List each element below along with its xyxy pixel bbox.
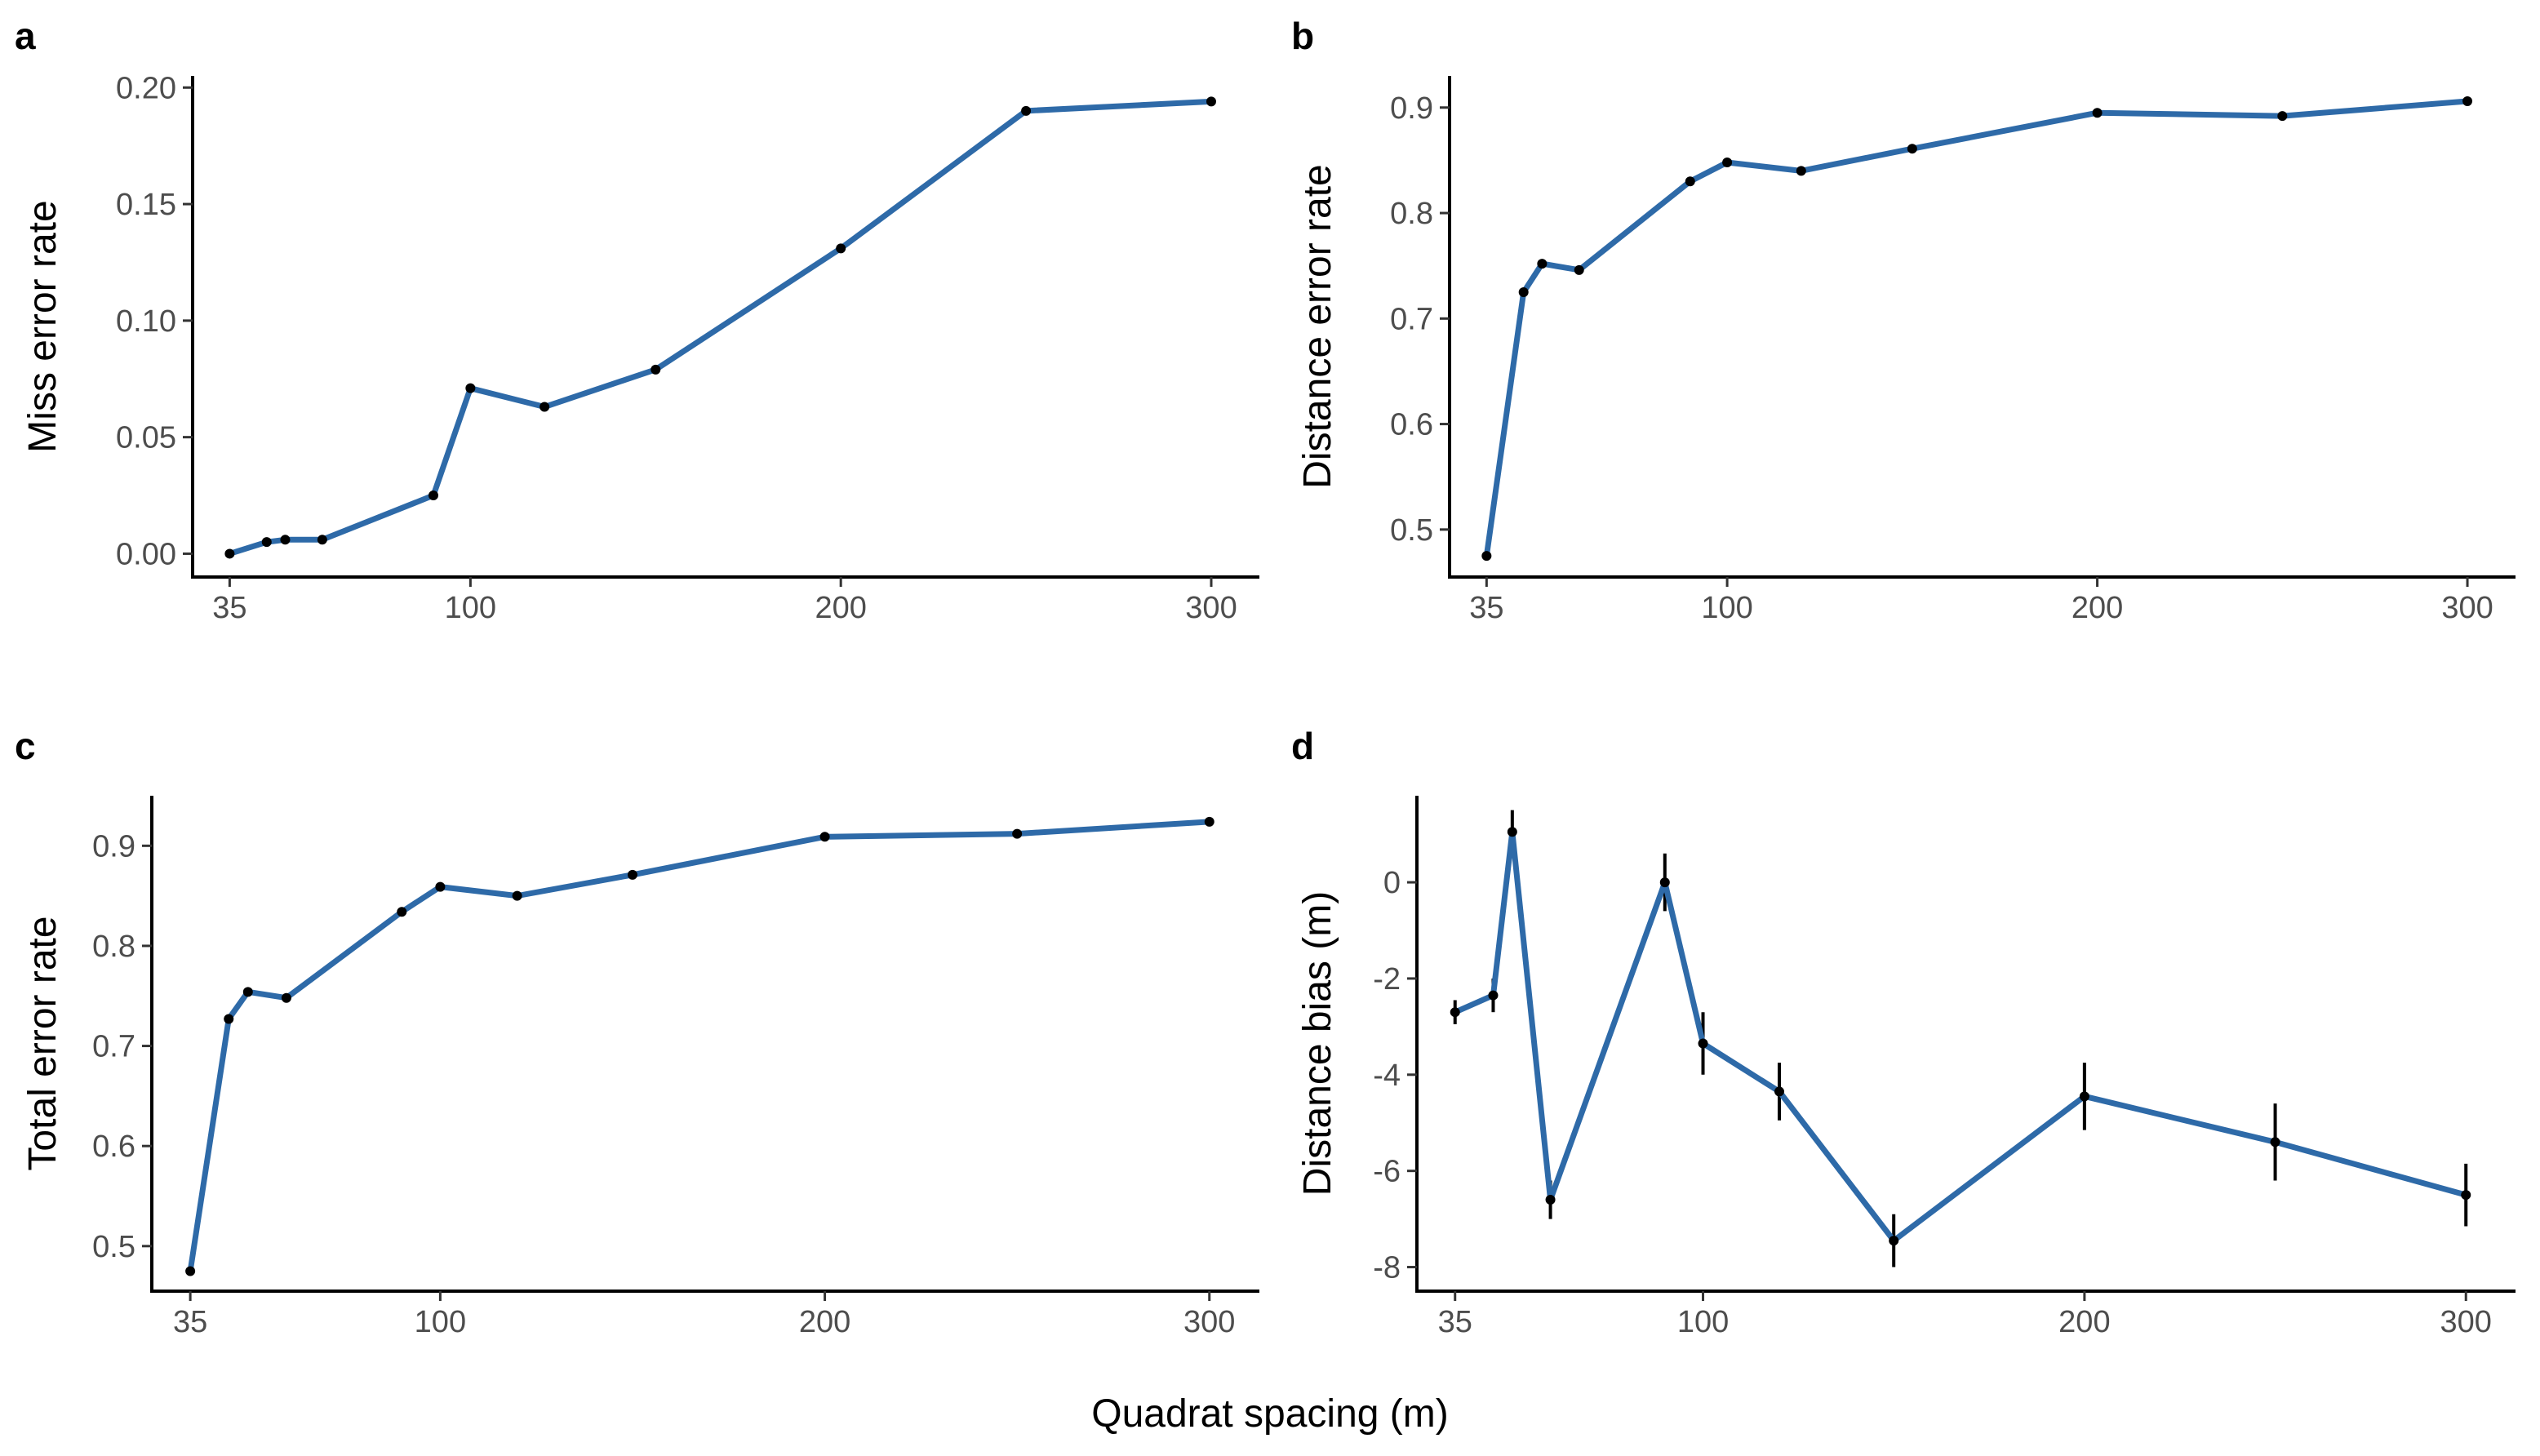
data-point bbox=[224, 548, 235, 559]
data-point bbox=[819, 832, 830, 842]
x-tick-label: 35 bbox=[1438, 1305, 1472, 1339]
series-line bbox=[187, 819, 1213, 1274]
y-tick-label: 0.5 bbox=[92, 1230, 135, 1264]
data-point bbox=[540, 402, 550, 412]
data-point bbox=[1889, 1236, 1899, 1246]
x-tick-label: 300 bbox=[1185, 591, 1237, 625]
x-tick-label: 100 bbox=[1701, 591, 1752, 625]
data-point bbox=[2079, 1091, 2089, 1102]
data-point bbox=[465, 383, 476, 393]
panel-letter-b: b bbox=[1291, 15, 1314, 57]
y-axis-title: Distance error rate bbox=[1296, 164, 1339, 488]
y-tick-label: 0.6 bbox=[92, 1130, 135, 1164]
data-point bbox=[1204, 816, 1214, 827]
x-tick-label: 35 bbox=[173, 1305, 207, 1339]
data-point bbox=[1685, 176, 1695, 187]
y-tick-label: 0.10 bbox=[116, 304, 176, 339]
x-tick-label: 200 bbox=[2072, 591, 2123, 625]
data-point bbox=[651, 364, 661, 375]
data-point bbox=[242, 987, 253, 997]
data-point bbox=[1722, 157, 1733, 167]
data-point bbox=[1507, 827, 1517, 837]
y-tick-label: 0.9 bbox=[92, 829, 135, 863]
data-point bbox=[1545, 1195, 1556, 1205]
data-point bbox=[428, 491, 438, 501]
y-axis-title: Total error rate bbox=[21, 916, 64, 1170]
panel-d: d -8 -6 -4 -2 0 35 100 200 300 Distance bias (m) bbox=[1291, 725, 2516, 1339]
x-tick-label: 200 bbox=[2058, 1305, 2110, 1339]
data-point bbox=[317, 535, 327, 545]
y-tick-label: -2 bbox=[1373, 962, 1401, 997]
y-axis-title: Miss error rate bbox=[21, 200, 64, 452]
y-tick-label: 0.7 bbox=[92, 1030, 135, 1064]
data-point bbox=[1012, 828, 1023, 839]
data-point bbox=[2461, 1190, 2471, 1201]
data-point bbox=[1206, 96, 1217, 107]
data-point bbox=[2462, 96, 2473, 107]
panel-a: a 0.00 0.05 0.10 0.15 0.20 35 100 200 300 Miss err… bbox=[15, 15, 1259, 625]
data-point bbox=[512, 890, 522, 901]
series-line bbox=[1452, 828, 2469, 1244]
data-point bbox=[1574, 264, 1584, 275]
y-tick-label: 0.5 bbox=[1390, 513, 1433, 548]
series-line bbox=[1483, 98, 2471, 559]
data-point bbox=[1481, 551, 1492, 562]
y-tick-label: 0.15 bbox=[116, 188, 176, 222]
x-tick-label: 300 bbox=[2440, 1305, 2492, 1339]
x-tick-label: 35 bbox=[212, 591, 246, 625]
data-point bbox=[1698, 1038, 1708, 1049]
y-axis-title: Distance bias (m) bbox=[1296, 891, 1339, 1196]
y-tick-label: 0.6 bbox=[1390, 408, 1433, 442]
y-tick-label: 0.7 bbox=[1390, 302, 1433, 336]
x-tick-label: 100 bbox=[1677, 1305, 1729, 1339]
data-point bbox=[224, 1014, 234, 1024]
x-tick-label: 100 bbox=[415, 1305, 466, 1339]
data-point bbox=[1450, 1007, 1460, 1018]
data-point bbox=[1907, 144, 1917, 154]
y-tick-label: -6 bbox=[1373, 1155, 1401, 1189]
data-point bbox=[836, 243, 846, 254]
data-point bbox=[1796, 166, 1806, 176]
data-point bbox=[2277, 111, 2288, 122]
x-tick-label: 200 bbox=[799, 1305, 850, 1339]
data-point bbox=[397, 907, 407, 917]
y-tick-label: 0.05 bbox=[116, 421, 176, 455]
series-line bbox=[226, 98, 1214, 557]
panel-letter-c: c bbox=[15, 725, 36, 767]
y-tick-label: 0.8 bbox=[92, 930, 135, 964]
data-point bbox=[1659, 877, 1670, 888]
data-point bbox=[1774, 1086, 1784, 1097]
data-point bbox=[1518, 286, 1529, 297]
y-tick-label: 0.20 bbox=[116, 71, 176, 105]
data-point bbox=[185, 1266, 196, 1276]
y-tick-label: 0.9 bbox=[1390, 91, 1433, 126]
data-point bbox=[1021, 105, 1032, 116]
x-tick-label: 300 bbox=[2441, 591, 2493, 625]
y-tick-label: 0 bbox=[1383, 866, 1401, 900]
data-point bbox=[1537, 259, 1548, 269]
panel-letter-a: a bbox=[15, 15, 36, 57]
data-point bbox=[435, 881, 446, 892]
x-tick-label: 100 bbox=[445, 591, 496, 625]
data-point bbox=[2270, 1137, 2280, 1147]
data-point bbox=[281, 992, 291, 1003]
data-point bbox=[280, 535, 291, 545]
data-point bbox=[627, 869, 637, 880]
shared-x-axis-title: Quadrat spacing (m) bbox=[1091, 1392, 1449, 1436]
y-tick-label: -4 bbox=[1373, 1059, 1401, 1093]
panel-b: b 0.5 0.6 0.7 0.8 0.9 35 100 200 300 Distance erro… bbox=[1291, 15, 2516, 625]
panel-c: c 0.5 0.6 0.7 0.8 0.9 35 100 200 300 Total error r… bbox=[15, 725, 1259, 1339]
data-point bbox=[261, 537, 272, 548]
y-tick-label: -8 bbox=[1373, 1251, 1401, 1285]
x-tick-label: 200 bbox=[815, 591, 866, 625]
data-point bbox=[2092, 108, 2103, 118]
y-tick-label: 0.00 bbox=[116, 537, 176, 571]
x-tick-label: 300 bbox=[1183, 1305, 1235, 1339]
panel-letter-d: d bbox=[1291, 725, 1314, 767]
y-tick-label: 0.8 bbox=[1390, 197, 1433, 231]
data-point bbox=[1488, 990, 1499, 1001]
x-tick-label: 35 bbox=[1469, 591, 1503, 625]
